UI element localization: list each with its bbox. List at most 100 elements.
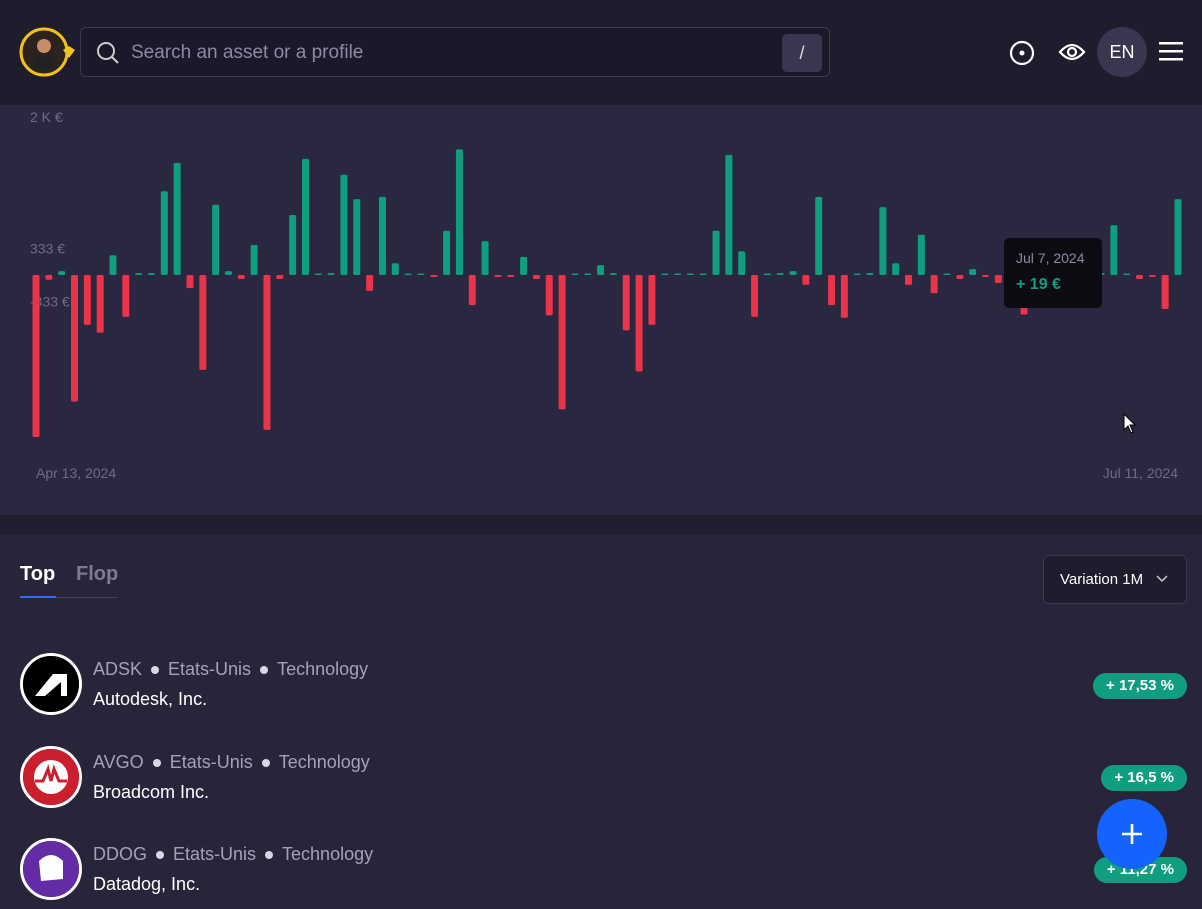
header: Search an asset or a profile / EN <box>0 0 1202 105</box>
bar <box>545 275 553 316</box>
bar <box>237 275 245 279</box>
asset-row[interactable]: DDOG Etats-Unis Technology Datadog, Inc. + 1… <box>20 838 1190 902</box>
bar <box>186 275 194 289</box>
ticker: DDOG <box>93 844 147 864</box>
tab-top[interactable]: Top <box>20 563 56 585</box>
bar <box>1174 199 1182 276</box>
bar <box>353 199 361 276</box>
bar <box>289 214 297 276</box>
y-tick-label: 2 K € <box>30 109 63 125</box>
bar <box>892 263 900 276</box>
bar <box>520 256 528 276</box>
bar <box>532 275 540 279</box>
bar <box>378 196 386 276</box>
bar <box>301 158 309 276</box>
search-box[interactable]: Search an asset or a profile / <box>80 27 830 77</box>
bar <box>494 275 502 278</box>
bar <box>276 275 284 279</box>
bar <box>404 273 412 276</box>
dot <box>156 851 164 860</box>
logo-image <box>23 841 79 897</box>
bar <box>45 275 53 280</box>
tab-active-indicator <box>20 596 56 598</box>
bar <box>455 149 463 276</box>
eye-icon[interactable] <box>1058 41 1086 63</box>
bar <box>879 207 887 276</box>
bar <box>584 273 592 276</box>
bar <box>866 273 874 276</box>
menu-icon[interactable] <box>1159 41 1185 63</box>
dot <box>265 851 274 860</box>
bar <box>609 273 617 276</box>
bar <box>224 271 232 276</box>
bar <box>199 275 207 370</box>
tab-flop[interactable]: Flop <box>76 563 119 585</box>
bar <box>738 251 746 276</box>
bar <box>674 273 682 276</box>
bar <box>58 271 66 276</box>
x-start-label: Apr 13, 2024 <box>36 465 116 481</box>
bar <box>905 275 913 285</box>
asset-name: Datadog, Inc. <box>93 874 201 894</box>
asset-row[interactable]: AVGO Etats-Unis Technology Broadcom Inc. + 1… <box>20 746 1190 810</box>
bar <box>853 273 861 276</box>
bar <box>314 273 322 276</box>
add-button[interactable] <box>1097 799 1167 869</box>
bar <box>930 275 938 294</box>
language-button[interactable]: EN <box>1097 27 1147 77</box>
bar <box>430 275 438 278</box>
bar <box>147 273 155 276</box>
bar <box>840 275 848 318</box>
asset-meta: AVGO Etats-Unis Technology <box>93 752 370 773</box>
bar <box>327 273 335 276</box>
target-icon[interactable] <box>1008 39 1036 67</box>
bar <box>597 265 605 276</box>
bar <box>956 275 964 279</box>
bar <box>109 255 117 276</box>
sector: Technology <box>278 752 370 772</box>
bar <box>699 273 707 276</box>
bar <box>32 275 40 438</box>
bar <box>1136 275 1144 279</box>
x-end-label: Jul 11, 2024 <box>1103 465 1178 481</box>
bar <box>135 273 143 276</box>
bar <box>635 275 643 372</box>
bar <box>828 275 836 306</box>
bar <box>481 241 489 276</box>
asset-row[interactable]: ADSK Etats-Unis Technology Autodesk, Inc. + … <box>20 653 1190 717</box>
plus-icon <box>1122 824 1142 844</box>
bar <box>763 273 771 276</box>
bar <box>648 275 656 325</box>
bar <box>263 275 271 430</box>
avatar[interactable] <box>19 26 77 78</box>
bar <box>558 275 566 410</box>
chart: 2 K € 333 € -333 € Apr 13, 2024 Jul 11, 2024 <box>30 109 1182 481</box>
bar <box>340 174 348 276</box>
tab-underline <box>20 597 118 598</box>
ticker: AVGO <box>93 752 144 772</box>
bar <box>661 273 669 276</box>
bar <box>969 269 977 276</box>
bar <box>160 191 168 276</box>
change-pill: + 16,5 % <box>1101 765 1187 791</box>
bar <box>712 230 720 276</box>
bar <box>994 275 1002 283</box>
bar <box>468 275 476 306</box>
asset-name: Broadcom Inc. <box>93 782 210 802</box>
bar <box>982 275 990 278</box>
asset-logo <box>20 838 82 900</box>
bar <box>943 273 951 276</box>
dropdown[interactable]: Variation 1M <box>1043 555 1187 604</box>
country: Etats-Unis <box>173 844 257 864</box>
bar <box>815 196 823 276</box>
bar <box>776 273 784 276</box>
country: Etats-Unis <box>168 659 252 679</box>
bar <box>250 245 258 276</box>
tooltip-value: + 19 € <box>1016 276 1061 293</box>
cursor <box>1123 413 1137 434</box>
asset-meta: DDOG Etats-Unis Technology <box>93 844 373 865</box>
bar <box>122 275 130 317</box>
bar <box>751 275 759 317</box>
asset-logo <box>20 746 82 808</box>
